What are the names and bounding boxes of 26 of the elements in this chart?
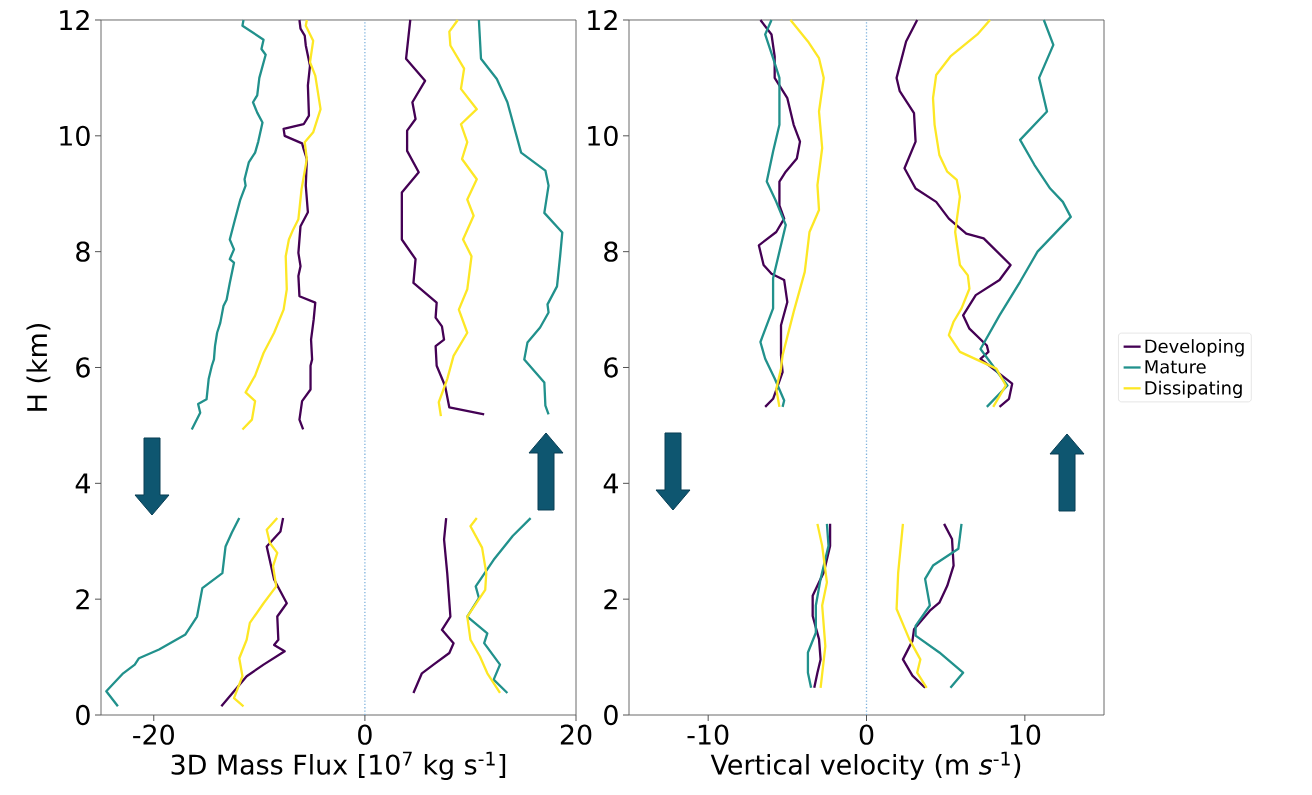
- y-tick-label: 6: [604, 357, 618, 378]
- y-tick-label: 8: [76, 241, 90, 262]
- x-tick-label: 0: [358, 724, 372, 745]
- x-tick-label: 10: [1010, 724, 1041, 745]
- x-tick-label: 0: [859, 724, 874, 745]
- y-tick-label: 2: [604, 589, 617, 610]
- y-tick-label: 2: [76, 589, 89, 610]
- legend-label: Dissipating: [1145, 380, 1242, 399]
- y-tick-label: 6: [76, 357, 90, 378]
- legend-label: Mature: [1145, 360, 1206, 374]
- y-tick-label: 8: [604, 241, 618, 262]
- x-tick-label: -10: [687, 724, 729, 745]
- x-tick-label: -20: [133, 724, 174, 745]
- y-tick-label: 12: [588, 10, 617, 30]
- y-tick-label: 0: [604, 704, 618, 726]
- legend-label: Developing: [1145, 339, 1244, 357]
- y-axis-title: H (km): [26, 324, 51, 411]
- y-tick-label: 12: [60, 10, 89, 30]
- y-tick-label: 4: [603, 473, 618, 494]
- x-tick-label: 20: [560, 724, 592, 745]
- x-axis-title: 3D Mass Flux [10$^{7}$ kg s$^{-1}$]: [171, 751, 506, 781]
- y-tick-label: 4: [75, 473, 90, 494]
- x-axis-title: Vertical velocity (m s$^{-1}$): [710, 751, 1021, 781]
- y-tick-label: 10: [60, 125, 90, 146]
- y-tick-label: 0: [76, 704, 90, 726]
- y-tick-label: 10: [588, 125, 618, 146]
